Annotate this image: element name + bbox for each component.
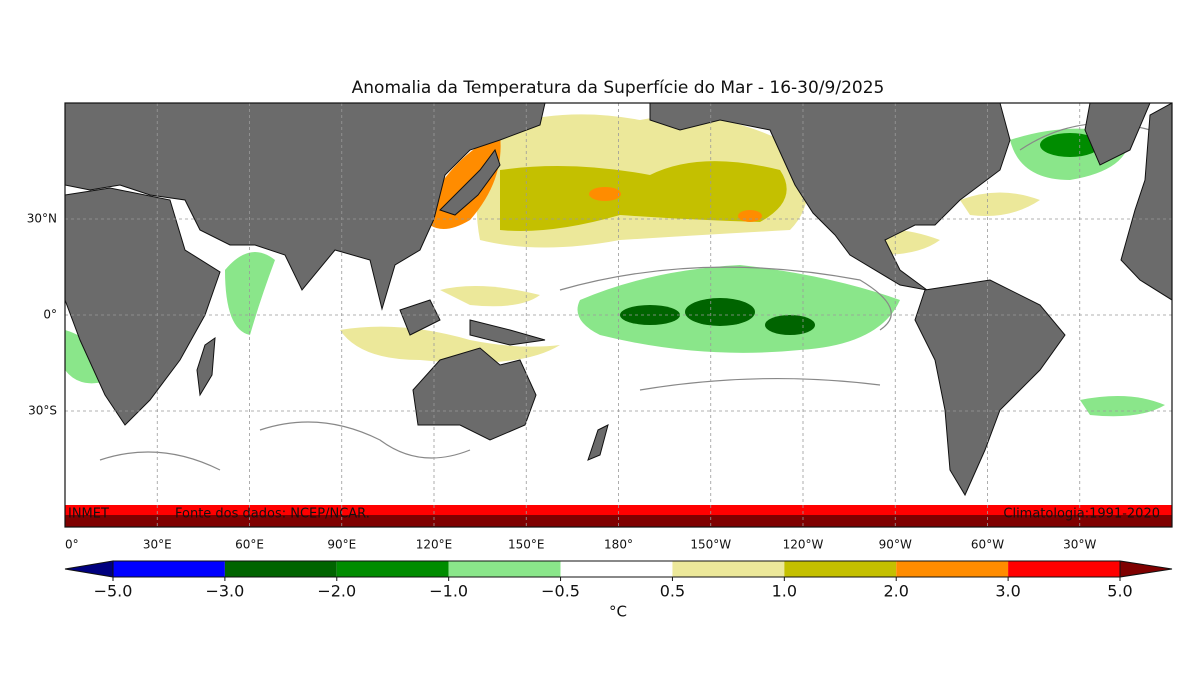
- lat-tick-label: 30°N: [27, 212, 57, 226]
- colorbar-unit: °C: [609, 603, 627, 621]
- colorbar-over: [1119, 560, 1173, 578]
- lon-tick-label: 60°W: [971, 538, 1004, 552]
- colorbar-tick-label: −0.5: [541, 582, 580, 601]
- colorbar-bin: [672, 561, 785, 577]
- lon-tick-label: 150°E: [508, 538, 545, 552]
- colorbar-frame: [112, 560, 1121, 578]
- colorbar-tick-label: −3.0: [205, 582, 244, 601]
- lon-tick-label: 60°E: [235, 538, 264, 552]
- colorbar-tick-label: 5.0: [1107, 582, 1132, 601]
- map-frame: [64, 102, 1173, 528]
- climatology-label: Climatologia:1991-2020: [1003, 507, 1160, 522]
- land: [65, 103, 1172, 497]
- colorbar-bin: [784, 561, 897, 577]
- map-area: INMET Fonte dos dados: NCEP/NCAR. Climat…: [65, 103, 1172, 527]
- colorbar-under: [64, 560, 114, 578]
- grid-lines: [65, 103, 1172, 527]
- colorbar-bin: [1008, 561, 1120, 577]
- colorbar-tick-label: −5.0: [94, 582, 133, 601]
- lon-tick-label: 180°: [604, 538, 633, 552]
- colorbar-bin: [224, 561, 337, 577]
- colorbar-tick-label: 2.0: [883, 582, 908, 601]
- colorbar-tick-label: 3.0: [995, 582, 1020, 601]
- lon-tick-label: 120°E: [416, 538, 453, 552]
- colorbar: −5.0 −3.0 −2.0 −1.0 −0.5 0.5 1.0 2.0 3.0 5.0: [64, 560, 1173, 601]
- colorbar-bin: [560, 561, 673, 577]
- lon-tick-label: 30°W: [1063, 538, 1096, 552]
- colorbar-bin: [113, 561, 225, 577]
- lat-tick-label: 0°: [43, 308, 57, 322]
- lon-tick-label: 90°E: [327, 538, 356, 552]
- institute-label: INMET: [68, 507, 109, 522]
- lon-tick-label: 0°: [65, 538, 79, 552]
- lat-tick-label: 30°S: [28, 404, 57, 418]
- colorbar-tick-label: 1.0: [772, 582, 797, 601]
- colorbar-bin: [448, 561, 561, 577]
- lon-tick-label: 150°W: [690, 538, 731, 552]
- colorbar-tick-label: −2.0: [317, 582, 356, 601]
- lon-tick-label: 90°W: [879, 538, 912, 552]
- lon-tick-label: 30°E: [143, 538, 172, 552]
- colorbar-bin: [896, 561, 1009, 577]
- colorbar-tick-label: −1.0: [429, 582, 468, 601]
- map-title: Anomalia da Temperatura da Superfície do…: [352, 78, 885, 98]
- colorbar-bin: [336, 561, 449, 577]
- colorbar-tick-label: 0.5: [660, 582, 685, 601]
- source-label: Fonte dos dados: NCEP/NCAR.: [175, 507, 370, 522]
- lon-tick-label: 120°W: [783, 538, 824, 552]
